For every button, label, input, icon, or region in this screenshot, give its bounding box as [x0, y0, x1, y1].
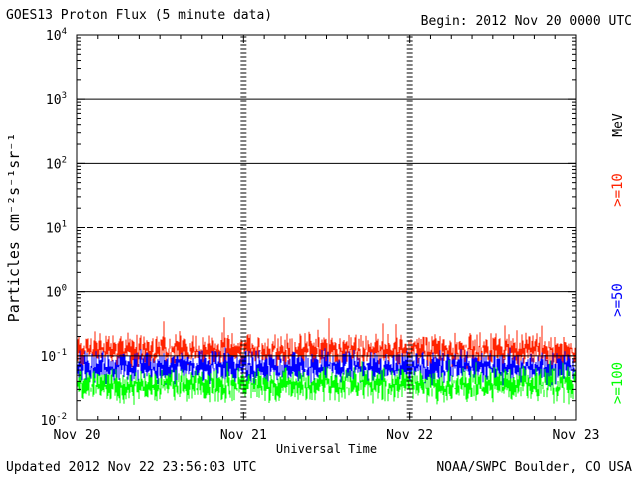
y-tick-base: 10: [46, 29, 62, 44]
updated-time: Updated 2012 Nov 22 23:56:03 UTC: [6, 460, 257, 475]
y-tick-exponent: 4: [62, 27, 67, 37]
x-tick-label: Nov 22: [386, 428, 433, 443]
y-tick-label: 103: [46, 91, 67, 108]
y-tick-exponent: 1: [62, 220, 67, 230]
y-tick-base: 10: [46, 93, 62, 108]
unit-label: MeV: [611, 113, 626, 137]
x-tick-label: Nov 23: [553, 428, 600, 443]
y-tick-label: 100: [46, 284, 67, 301]
y-tick-label: 102: [46, 155, 67, 172]
y-tick-base: 10: [46, 286, 62, 301]
y-axis-label: Particles cm⁻²s⁻¹sr⁻¹: [5, 133, 23, 323]
y-tick-base: 10: [41, 414, 57, 429]
x-tick-label: Nov 21: [220, 428, 267, 443]
y-tick-label: 10-2: [41, 412, 68, 429]
y-tick-exponent: 2: [62, 155, 67, 165]
y-tick-exponent: 3: [62, 91, 67, 101]
y-tick-exponent: -2: [56, 412, 67, 422]
chart-title: GOES13 Proton Flux (5 minute data): [6, 8, 273, 23]
legend-label: >=10: [610, 173, 626, 207]
x-axis-label: Universal Time: [276, 442, 377, 456]
y-tick-base: 10: [46, 222, 62, 237]
y-tick-base: 10: [41, 350, 57, 365]
credit-text: NOAA/SWPC Boulder, CO USA: [436, 460, 632, 475]
y-tick-exponent: -1: [56, 348, 67, 358]
y-tick-label: 10-1: [41, 348, 68, 365]
y-tick-label: 101: [46, 220, 67, 237]
y-tick-base: 10: [46, 157, 62, 172]
y-tick-label: 104: [46, 27, 67, 44]
y-tick-exponent: 0: [62, 284, 67, 294]
x-tick-label: Nov 20: [54, 428, 101, 443]
legend-label: >=100: [610, 362, 626, 404]
legend-label: >=50: [610, 283, 626, 317]
plot-area: [77, 317, 576, 405]
begin-time: Begin: 2012 Nov 20 0000 UTC: [420, 14, 632, 29]
